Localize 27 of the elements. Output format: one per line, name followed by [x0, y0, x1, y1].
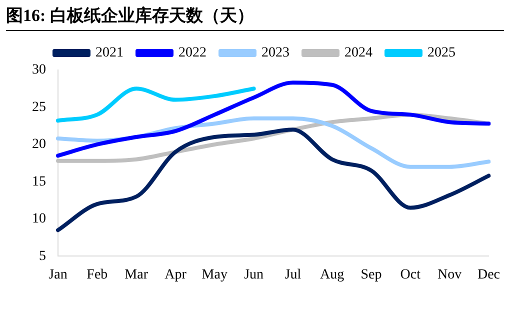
x-tick-label: Jun: [244, 267, 264, 282]
x-tick-label: Aug: [320, 267, 344, 282]
x-tick-label: Jan: [48, 267, 68, 282]
legend-label: 2024: [344, 46, 372, 61]
y-tick-label: 5: [39, 248, 46, 264]
legend-label: 2021: [96, 46, 124, 61]
legend-label: 2023: [262, 46, 290, 61]
y-tick-label: 30: [32, 62, 46, 78]
chart-title: 图16: 白板纸企业库存天数（天）: [6, 4, 504, 31]
y-tick-label: 25: [32, 100, 46, 115]
y-tick-label: 15: [32, 174, 46, 190]
y-tick-label: 10: [32, 212, 46, 227]
x-tick-label: Dec: [477, 267, 500, 282]
legend-label: 2022: [178, 46, 206, 61]
line-series: [56, 128, 491, 232]
x-tick-label: Sep: [360, 267, 382, 282]
line-series: [56, 86, 256, 123]
line-series: [56, 80, 491, 158]
x-tick-label: Oct: [400, 267, 421, 282]
legend-label: 2025: [428, 46, 456, 61]
x-tick-label: Jul: [284, 267, 302, 282]
x-tick-label: Mar: [124, 267, 148, 282]
y-tick-label: 20: [32, 137, 46, 152]
x-tick-label: Feb: [86, 267, 108, 282]
x-tick-label: Nov: [438, 267, 462, 282]
x-tick-label: Apr: [164, 267, 187, 282]
x-tick-label: May: [202, 267, 228, 282]
